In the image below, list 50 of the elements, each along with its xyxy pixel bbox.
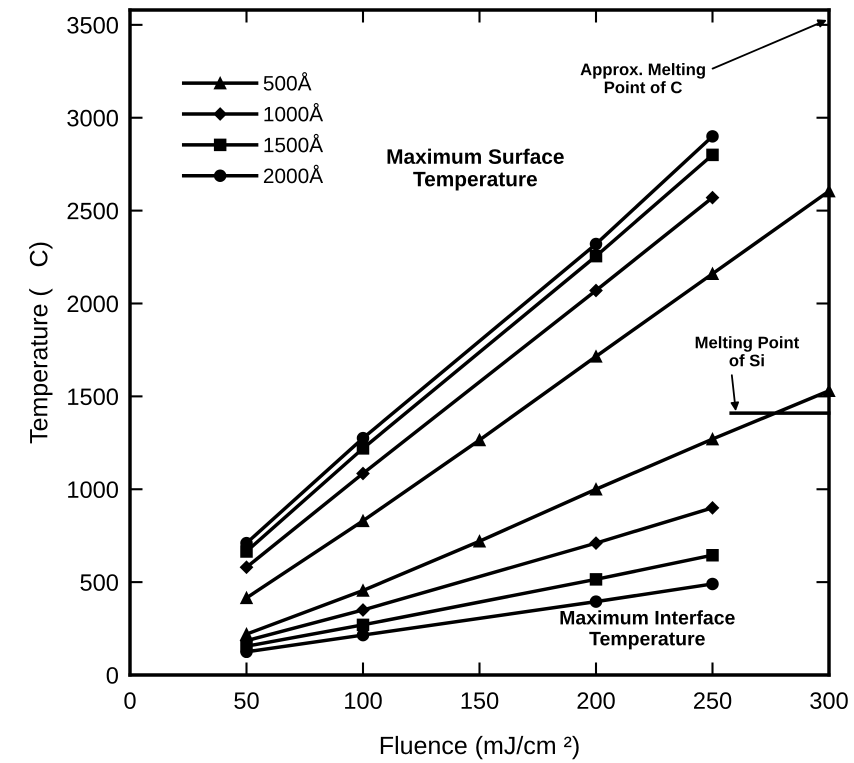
point	[706, 548, 719, 562]
point	[473, 535, 486, 548]
y-tick-label: 1000	[68, 481, 118, 498]
point	[590, 238, 602, 250]
x-tick-label: 0	[124, 692, 136, 710]
point	[240, 560, 254, 574]
point	[356, 584, 370, 597]
annotation: Maximum Interface Temperature	[560, 610, 735, 650]
point	[706, 191, 720, 204]
y-tick-label: 2500	[68, 202, 118, 220]
point	[590, 573, 602, 586]
point	[706, 432, 719, 446]
point	[356, 618, 370, 632]
point	[590, 250, 602, 262]
x-tick-label: 300	[810, 692, 848, 710]
annotation: Maximum Surface Temperature	[388, 148, 564, 191]
point	[706, 268, 719, 280]
point	[590, 350, 602, 363]
y-tick-label: 3500	[67, 16, 118, 34]
point	[473, 434, 486, 446]
annotation: Approx. Melting Point of C	[580, 63, 705, 94]
point	[240, 592, 253, 604]
y-tick-label: 0	[106, 667, 118, 684]
x-tick-label: 250	[694, 692, 732, 710]
point	[589, 536, 603, 550]
y-tick-label: 500	[80, 574, 118, 591]
legend-label: 2000Å	[264, 164, 324, 184]
point	[706, 578, 719, 590]
point	[590, 595, 602, 608]
legend-label: 1500Å	[264, 134, 324, 152]
x-tick-label: 100	[345, 692, 382, 710]
point	[356, 466, 370, 480]
x-tick-label: 200	[577, 692, 615, 710]
y-tick-label: 2000	[68, 296, 118, 312]
point	[589, 284, 603, 298]
point	[706, 130, 719, 143]
y-tick-label: 3000	[67, 110, 118, 127]
annotation: Melting Point of Si	[696, 336, 800, 366]
x-axis-title: Fluence (mJ/cm ²)	[380, 736, 579, 760]
point	[590, 482, 602, 496]
x-tick-label: 150	[462, 692, 498, 710]
x-tick-label: 50	[234, 692, 259, 710]
legend-label: 500Å	[264, 72, 312, 91]
y-axis-title: Temperature ( C)	[29, 242, 52, 444]
point	[706, 148, 719, 162]
point	[706, 501, 720, 514]
y-tick-label: 1500	[68, 388, 118, 406]
legend-label: 1000Å	[264, 103, 324, 122]
point	[356, 514, 370, 528]
point	[356, 603, 370, 617]
